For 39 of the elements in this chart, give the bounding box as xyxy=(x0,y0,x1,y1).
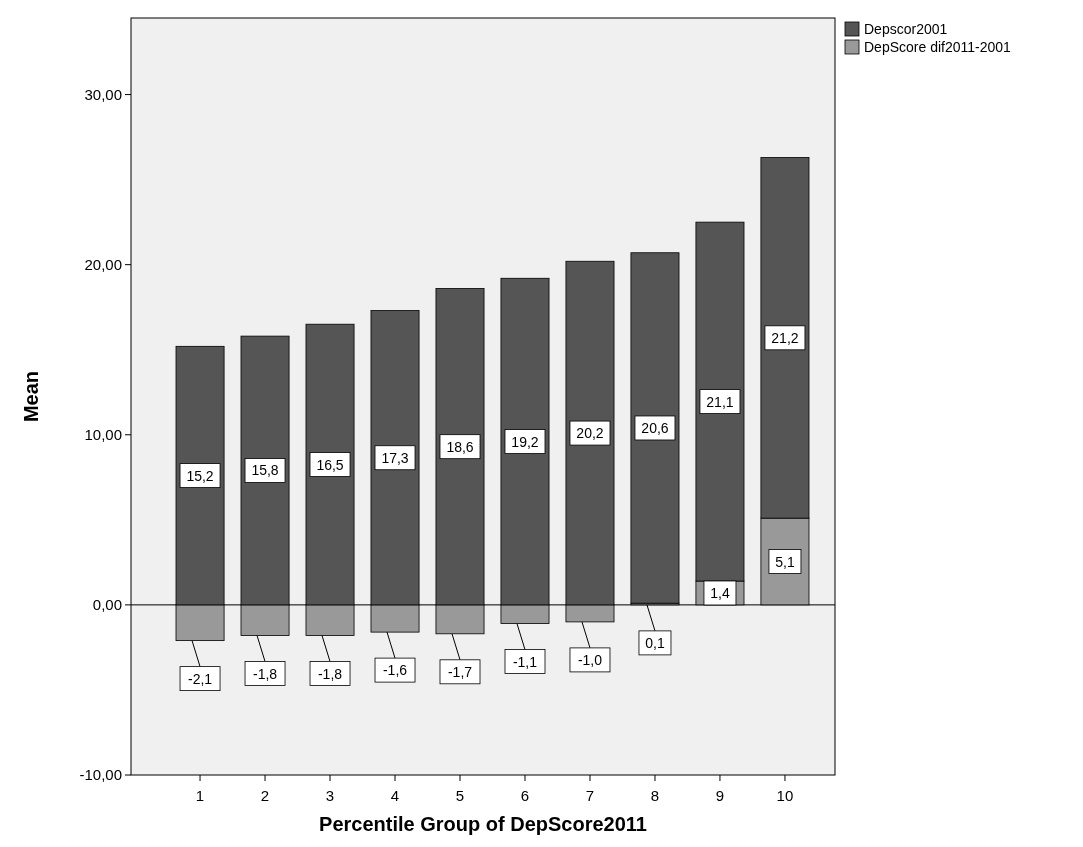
x-tick-label: 9 xyxy=(715,787,725,804)
data-label: 15,8 xyxy=(251,462,279,479)
data-label: 1,4 xyxy=(710,584,730,601)
data-label: -1,6 xyxy=(382,662,408,679)
y-axis-title: Mean xyxy=(20,370,42,423)
data-label: -1,8 xyxy=(252,665,278,682)
x-axis-title: Percentile Group of DepScore2011 xyxy=(319,813,647,835)
data-label: -1,0 xyxy=(577,651,603,668)
y-tick-label: 0,00 xyxy=(92,595,122,613)
data-label: 19,2 xyxy=(511,433,539,450)
data-label: -1,7 xyxy=(447,663,473,680)
data-label: 21,1 xyxy=(706,393,734,410)
x-tick-label: 2 xyxy=(260,787,270,804)
legend-label: Depscor2001 xyxy=(864,21,948,37)
data-label: -2,1 xyxy=(187,670,213,687)
data-label: 20,6 xyxy=(641,419,669,436)
x-tick-label: 5 xyxy=(455,787,465,804)
data-label: 15,2 xyxy=(186,467,214,484)
y-tick-label: 20,00 xyxy=(84,255,122,273)
data-label: 18,6 xyxy=(446,438,474,455)
data-label: -1,1 xyxy=(512,653,538,670)
y-tick-label: 30,00 xyxy=(84,85,122,103)
data-label: 17,3 xyxy=(381,449,409,466)
x-tick-label: 7 xyxy=(585,787,595,804)
y-tick-label: -10,00 xyxy=(79,766,122,783)
y-tick-label: 10,00 xyxy=(84,425,122,443)
legend-label: DepScore dif2011-2001 xyxy=(864,39,1012,55)
x-tick-label: 6 xyxy=(520,787,530,804)
data-label: 16,5 xyxy=(316,456,344,473)
x-tick-label: 4 xyxy=(390,787,400,804)
data-label: 0,1 xyxy=(645,634,665,651)
data-label: 20,2 xyxy=(576,425,604,442)
data-label: -1,8 xyxy=(317,665,343,682)
x-tick-label: 3 xyxy=(325,787,335,804)
data-label: 5,1 xyxy=(775,553,795,570)
data-label: 21,2 xyxy=(771,329,799,346)
x-tick-label: 8 xyxy=(650,787,660,804)
x-tick-label: 10 xyxy=(776,787,794,804)
x-tick-label: 1 xyxy=(195,787,205,804)
